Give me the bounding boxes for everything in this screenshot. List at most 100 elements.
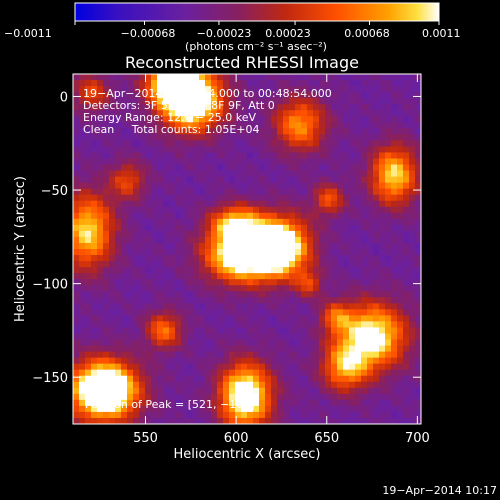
heatmap-cell (85, 74, 92, 81)
heatmap-cell (313, 363, 320, 371)
heatmap-cell (277, 224, 284, 232)
heatmap-cell (367, 369, 374, 377)
heatmap-cell (133, 236, 140, 244)
heatmap-cell (175, 92, 182, 99)
heatmap-cell (211, 98, 218, 105)
heatmap-cell (235, 381, 242, 389)
heatmap-cell (385, 140, 392, 148)
heatmap-cell (361, 411, 368, 419)
heatmap-cell (175, 327, 182, 335)
heatmap-cell (163, 218, 170, 226)
heatmap-cell (181, 321, 188, 329)
heatmap-cell (139, 345, 146, 353)
heatmap-cell (367, 170, 374, 178)
heatmap-cell (289, 321, 296, 329)
heatmap-cell (355, 116, 362, 123)
heatmap-cell (139, 405, 146, 413)
heatmap-cell (163, 303, 170, 310)
heatmap-cell (145, 146, 152, 154)
heatmap-cell (193, 200, 200, 208)
heatmap-cell (127, 339, 134, 347)
heatmap-cell (85, 146, 92, 154)
heatmap-cell (343, 212, 350, 220)
heatmap-cell (241, 399, 248, 407)
heatmap-cell (349, 363, 356, 371)
heatmap-cell (199, 158, 206, 166)
heatmap-cell (283, 279, 290, 286)
heatmap-cell (343, 200, 350, 208)
heatmap-cell (247, 140, 254, 148)
heatmap-cell (295, 417, 302, 424)
heatmap-cell (379, 285, 386, 292)
heatmap-cell (331, 351, 338, 359)
heatmap-cell (367, 327, 374, 335)
heatmap-cell (127, 393, 134, 401)
heatmap-cell (313, 417, 320, 424)
heatmap-cell (91, 261, 98, 268)
heatmap-cell (295, 297, 302, 304)
heatmap-cell (97, 188, 104, 196)
heatmap-cell (271, 218, 278, 226)
heatmap-cell (271, 399, 278, 407)
heatmap-cell (151, 393, 158, 401)
heatmap-cell (139, 309, 146, 316)
heatmap-cell (307, 291, 314, 298)
heatmap-cell (127, 405, 134, 413)
heatmap-cell (187, 267, 194, 274)
heatmap-cell (103, 200, 110, 208)
heatmap-cell (205, 255, 212, 262)
heatmap-cell (211, 200, 218, 208)
heatmap-cell (121, 158, 128, 166)
heatmap-cell (235, 315, 242, 323)
heatmap-cell (409, 74, 416, 81)
heatmap-cell (331, 375, 338, 383)
heatmap-cell (361, 309, 368, 316)
heatmap-cell (181, 182, 188, 190)
heatmap-cell (415, 176, 421, 184)
heatmap-cell (133, 375, 140, 383)
heatmap-cell (193, 303, 200, 310)
heatmap-cell (85, 417, 92, 424)
heatmap-cell (337, 134, 344, 141)
heatmap-cell (181, 399, 188, 407)
heatmap-cell (79, 339, 86, 347)
heatmap-cell (193, 122, 200, 129)
heatmap-cell (277, 86, 284, 93)
heatmap-cell (151, 134, 158, 141)
heatmap-cell (247, 411, 254, 419)
heatmap-cell (73, 405, 80, 413)
heatmap-cell (397, 134, 404, 141)
heatmap-cell (307, 104, 314, 111)
heatmap-cell (409, 122, 416, 129)
heatmap-cell (349, 98, 356, 105)
heatmap-cell (337, 417, 344, 424)
heatmap-cell (343, 104, 350, 111)
heatmap-cell (331, 110, 338, 117)
heatmap-cell (289, 345, 296, 353)
heatmap-cell (319, 303, 326, 310)
heatmap-cell (205, 351, 212, 359)
heatmap-cell (187, 218, 194, 226)
heatmap-cell (205, 224, 212, 232)
heatmap-cell (265, 411, 272, 419)
heatmap-cell (337, 363, 344, 371)
heatmap-cell (151, 92, 158, 99)
heatmap-cell (223, 104, 230, 111)
heatmap-cell (175, 339, 182, 347)
heatmap-cell (277, 80, 284, 87)
heatmap-cell (385, 230, 392, 238)
heatmap-cell (211, 236, 218, 244)
heatmap-cell (253, 122, 260, 129)
heatmap-cell (355, 417, 362, 424)
heatmap-cell (187, 134, 194, 141)
heatmap-cell (115, 399, 122, 407)
heatmap-cell (253, 411, 260, 419)
heatmap-cell (403, 218, 410, 226)
heatmap-cell (103, 345, 110, 353)
heatmap-cell (163, 236, 170, 244)
heatmap-cell (199, 104, 206, 111)
heatmap-cell (253, 321, 260, 329)
heatmap-cell (127, 188, 134, 196)
heatmap-cell (301, 327, 308, 335)
heatmap-cell (349, 267, 356, 274)
